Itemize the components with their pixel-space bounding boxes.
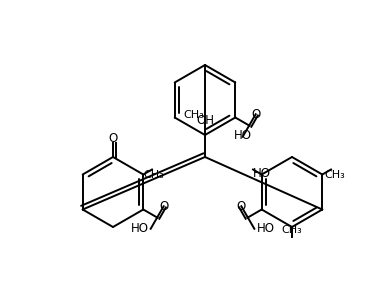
Text: O: O (159, 200, 168, 213)
Text: OH: OH (196, 114, 214, 127)
Text: O: O (237, 200, 246, 213)
Text: HO: HO (131, 222, 149, 235)
Text: HO: HO (253, 167, 271, 180)
Text: CH₃: CH₃ (324, 171, 345, 180)
Text: CH₃: CH₃ (184, 110, 204, 119)
Text: HO: HO (234, 129, 252, 142)
Text: CH₃: CH₃ (282, 225, 303, 235)
Text: O: O (108, 131, 118, 145)
Text: CH₃: CH₃ (143, 171, 164, 180)
Text: HO: HO (257, 222, 275, 235)
Text: O: O (251, 108, 260, 121)
